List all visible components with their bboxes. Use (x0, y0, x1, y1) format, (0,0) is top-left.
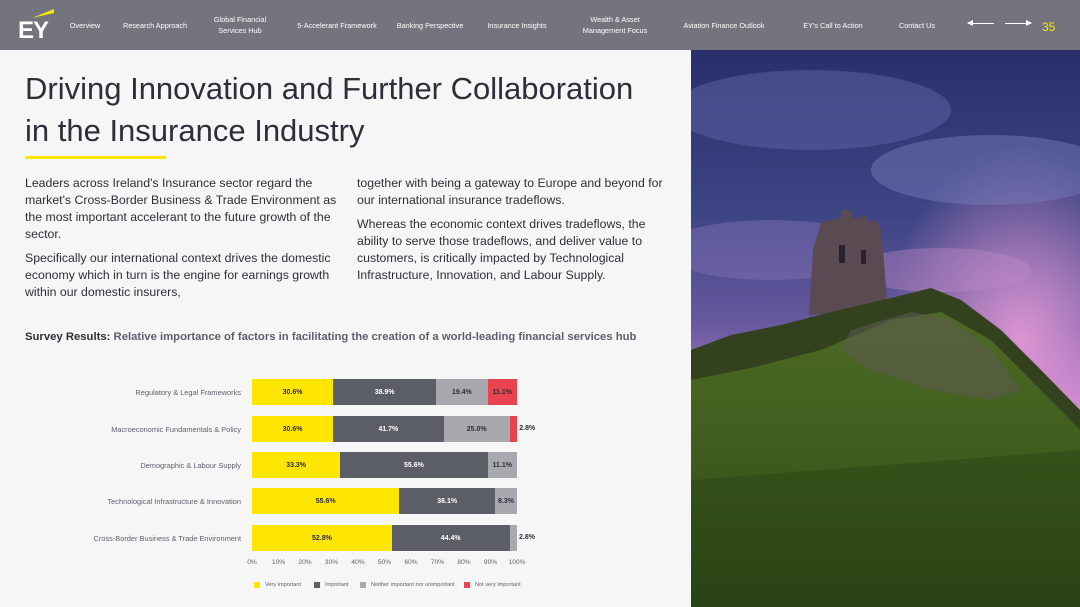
x-tick-label: 90% (483, 559, 498, 566)
legend-label: Important (325, 582, 349, 588)
survey-label: Survey Results: (25, 331, 111, 343)
data-label: 30.6% (282, 425, 303, 433)
legend-label: Very important (265, 582, 302, 588)
legend-swatch (464, 582, 470, 588)
nav-item-5-accelerant-framework[interactable]: 5-Accelerant Framework (297, 20, 377, 30)
data-label: 25.0% (466, 425, 487, 433)
bar-segment-very-important: 52.8% (252, 525, 392, 551)
data-label: 30.6% (282, 388, 303, 396)
nav-item-aviation-finance-outlook[interactable]: Aviation Finance Outlook (683, 20, 765, 30)
castle-landscape-photo (691, 50, 1080, 607)
data-label: 36.1% (437, 497, 458, 505)
paragraph: Specifically our international context d… (25, 251, 331, 299)
bar-segment-important: 44.4% (391, 525, 510, 551)
legend-label: Not very important (475, 582, 521, 588)
bar-segment-very-important: 30.6% (252, 379, 334, 405)
legend-item: Very important (254, 582, 301, 588)
nav-item-research-approach[interactable]: Research Approach (122, 20, 188, 30)
bar-segment-neutral: 25.0% (443, 416, 510, 442)
logo-text: EY (18, 17, 49, 44)
data-label: 55.6% (315, 497, 336, 505)
legend-swatch (254, 582, 260, 588)
bar-segment-very-important: 30.6% (252, 416, 334, 442)
bar-segment-very-important: 55.6% (252, 488, 400, 514)
nav-item-banking-perspective[interactable]: Banking Perspective (396, 20, 464, 30)
title-underline (25, 156, 166, 159)
bar-segment-important: 41.7% (333, 416, 444, 442)
bar-segment-important: 55.6% (340, 452, 488, 478)
paragraph: Whereas the economic context drives trad… (357, 217, 646, 282)
legend-label: Neither important nor unimportant (371, 582, 455, 588)
bar-segment-neutral (509, 525, 517, 551)
bar-segment-important: 38.9% (333, 379, 437, 405)
nav-item-contact-us[interactable]: Contact Us (898, 20, 936, 30)
legend-item: Neither important nor unimportant (360, 582, 455, 588)
paragraph: together with being a gateway to Europe … (357, 176, 663, 207)
x-tick-label: 80% (457, 559, 471, 566)
data-label: 41.7% (378, 425, 399, 433)
data-label: 8.3% (498, 497, 514, 505)
left-text-column: Leaders across Ireland's Insurance secto… (25, 175, 343, 308)
next-arrow-icon[interactable] (1005, 20, 1032, 26)
legend-swatch (314, 582, 320, 588)
bar-segment-not-very-important (509, 416, 518, 442)
survey-description: Relative importance of factors in facili… (113, 331, 637, 343)
bar-segment-neutral: 19.4% (436, 379, 488, 405)
x-tick-label: 20% (298, 559, 312, 566)
bar-segment-important: 36.1% (399, 488, 495, 514)
survey-heading: Survey Results: Relative importance of f… (25, 331, 636, 343)
paragraph: Leaders across Ireland's Insurance secto… (25, 176, 337, 241)
data-label: 44.4% (440, 534, 461, 542)
x-tick-label: 50% (377, 559, 392, 566)
bar-segment-not-very-important: 11.1% (487, 379, 517, 405)
category-label: Regulatory & Legal Frameworks (135, 388, 241, 397)
data-label: 11.1% (492, 388, 513, 396)
category-label: Cross-Border Business & Trade Environmen… (93, 534, 241, 543)
data-label: 38.9% (374, 388, 395, 396)
logo-beam-icon (32, 9, 54, 18)
nav-item-wealth-asset-management-focus[interactable]: Wealth & Asset Management Focus (582, 15, 648, 35)
previous-arrow-icon[interactable] (967, 20, 994, 26)
nav-item-eys-call-to-action[interactable]: EY's Call to Action (803, 20, 863, 30)
right-text-column: together with being a gateway to Europe … (357, 175, 675, 291)
top-nav-bar: EY Overview Research Approach Global Fin… (0, 0, 1080, 50)
data-label: 19.4% (451, 388, 472, 396)
x-tick-label: 0% (247, 559, 257, 566)
ey-logo[interactable]: EY (18, 7, 58, 45)
page-title: Driving Innovation and Further Collabora… (25, 71, 634, 148)
x-tick-label: 10% (271, 559, 286, 566)
data-label: 52.8% (312, 534, 332, 542)
bar-segment-neutral: 11.1% (487, 452, 517, 478)
legend-item: Important (314, 582, 349, 588)
data-label: 33.3% (286, 461, 307, 469)
category-label: Demographic & Labour Supply (140, 461, 241, 470)
nav-item-global-financial-services-hub[interactable]: Global Financial Services Hub (213, 15, 267, 35)
category-label: Technological Infrastructure & Innovatio… (107, 497, 241, 506)
legend-swatch (360, 582, 366, 588)
x-tick-label: 70% (430, 559, 445, 566)
x-tick-label: 40% (351, 559, 365, 566)
page-number: 35 (1042, 20, 1056, 34)
data-label: 11.1% (492, 461, 513, 469)
nav-item-overview[interactable]: Overview (69, 20, 101, 30)
legend-item: Not very important (464, 582, 521, 588)
data-label: 2.8% (519, 425, 536, 432)
bar-segment-very-important: 33.3% (252, 452, 341, 478)
x-tick-label: 100% (508, 559, 526, 566)
category-label: Macroeconomic Fundamentals & Policy (111, 425, 241, 434)
nav-item-insurance-insights[interactable]: Insurance Insights (487, 20, 547, 30)
data-label: 55.6% (403, 461, 424, 469)
data-label: 2.8% (519, 534, 535, 541)
bar-segment-neutral: 8.3% (495, 488, 517, 514)
x-tick-label: 60% (404, 559, 418, 566)
x-tick-label: 30% (324, 559, 339, 566)
